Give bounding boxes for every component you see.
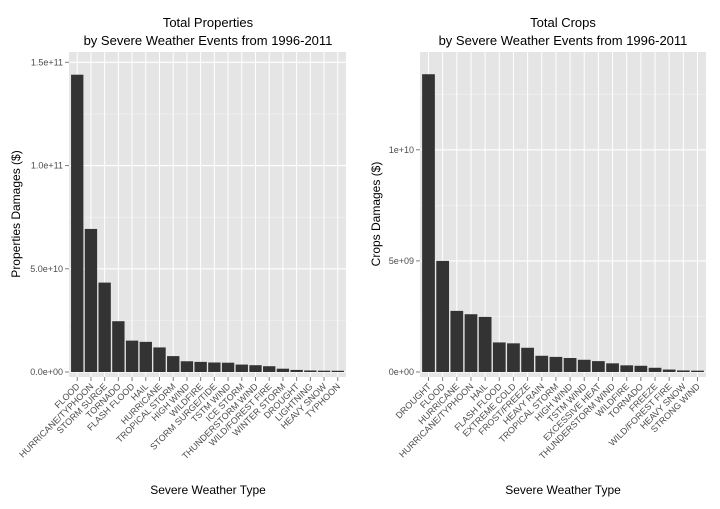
property-bar xyxy=(249,365,262,372)
crop-bar xyxy=(507,343,520,372)
crop-bar xyxy=(648,367,662,372)
crop-y-tick-label: 5e+09 xyxy=(389,256,414,266)
crop-bar xyxy=(620,365,634,372)
property-bar xyxy=(194,361,207,372)
crop-bar xyxy=(436,260,450,372)
crop-x-ticks: DROUGHTFLOODHURRICANEHURRICANE/TYPHOONHA… xyxy=(394,377,702,461)
property-y-ticks: 0.0e+00 5.0e+10 1.0e+11 1.5e+11 xyxy=(30,57,69,377)
crop-bar xyxy=(535,355,549,372)
property-bar xyxy=(317,370,331,372)
crop-bar xyxy=(464,314,478,372)
crop-bar xyxy=(478,316,492,372)
crop-damage-chart: Total Crops by Severe Weather Events fro… xyxy=(369,15,706,497)
crop-bar xyxy=(422,74,435,372)
property-bar xyxy=(153,347,166,372)
property-y-axis-title: Properties Damages ($) xyxy=(9,150,23,277)
crop-y-tick-label: 1e+10 xyxy=(389,145,414,155)
crop-bar xyxy=(634,365,648,372)
property-bar xyxy=(304,370,317,372)
crop-bar xyxy=(691,370,704,372)
crop-bar xyxy=(521,347,534,372)
property-chart-subtitle: by Severe Weather Events from 1996-2011 xyxy=(84,33,333,48)
property-y-tick-label: 0.0e+00 xyxy=(30,367,63,377)
property-bars xyxy=(71,74,344,372)
crop-y-tick-label: 0e+00 xyxy=(389,367,414,377)
property-damage-chart: Total Properties by Severe Weather Event… xyxy=(9,15,346,497)
property-bar xyxy=(84,228,98,372)
property-bar xyxy=(167,356,180,372)
crop-bar xyxy=(606,363,619,372)
crop-bar xyxy=(563,358,577,372)
property-bar xyxy=(221,362,235,372)
crop-bar xyxy=(676,370,690,372)
property-y-tick-label: 1.0e+11 xyxy=(31,161,63,171)
property-bar xyxy=(125,340,139,372)
crop-y-ticks: 0e+00 5e+09 1e+10 xyxy=(389,145,420,377)
crop-bar xyxy=(662,369,676,372)
crop-bar xyxy=(577,359,591,372)
property-bar xyxy=(208,362,221,372)
property-y-tick-label: 5.0e+10 xyxy=(30,264,63,274)
crop-chart-subtitle: by Severe Weather Events from 1996-2011 xyxy=(439,33,688,48)
crop-y-axis-title: Crops Damages ($) xyxy=(369,162,383,267)
crop-bar xyxy=(549,356,563,372)
property-y-tick-label: 1.5e+11 xyxy=(31,57,63,67)
property-bar xyxy=(290,369,303,372)
property-chart-title: Total Properties xyxy=(163,15,254,30)
crop-chart-title: Total Crops xyxy=(530,15,596,30)
property-bar xyxy=(112,321,125,372)
crop-bar xyxy=(492,342,506,372)
property-bar xyxy=(263,366,276,372)
property-bar xyxy=(139,341,152,372)
crop-bar xyxy=(450,310,464,372)
crop-x-axis-title: Severe Weather Type xyxy=(505,483,621,497)
property-bar xyxy=(71,74,84,372)
crop-bar xyxy=(592,361,605,372)
property-bar xyxy=(276,368,290,372)
property-category-label: HURRICANE/TYPHOON xyxy=(17,381,95,459)
property-bar xyxy=(235,364,248,372)
property-bar xyxy=(180,361,194,372)
property-bar xyxy=(98,282,111,372)
property-x-axis-title: Severe Weather Type xyxy=(150,483,266,497)
crop-bars xyxy=(422,74,704,372)
property-bar xyxy=(331,370,344,372)
